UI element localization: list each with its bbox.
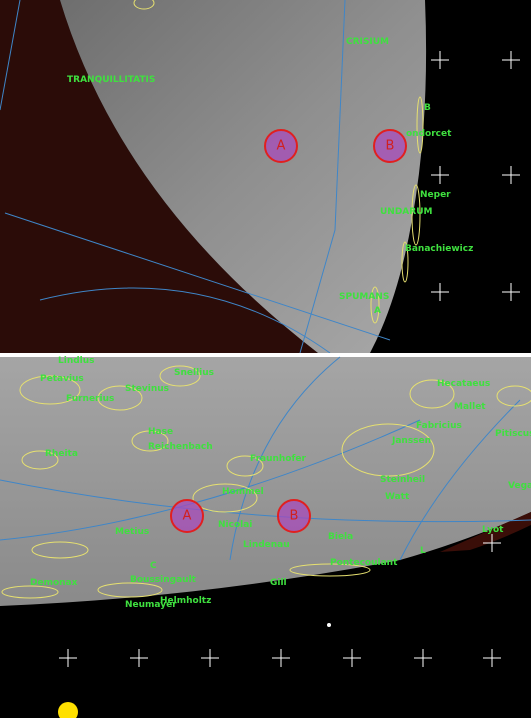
feature-label: CRISIUM bbox=[346, 37, 389, 47]
grid-line bbox=[0, 356, 531, 561]
feature-label: UNDARUM bbox=[380, 207, 433, 217]
feature-label: Vega bbox=[508, 481, 531, 491]
marker-label: A bbox=[277, 139, 286, 154]
feature-label: Boussingault bbox=[130, 575, 197, 585]
crater-outline bbox=[401, 241, 409, 283]
crater-outline bbox=[131, 430, 169, 452]
location-marker bbox=[264, 129, 298, 163]
crater-outline bbox=[289, 563, 371, 577]
crater-outline bbox=[159, 365, 201, 387]
night-side bbox=[440, 512, 531, 552]
crater-outline bbox=[409, 379, 455, 409]
feature-label: Fraunhofer bbox=[250, 454, 307, 464]
crater-outline bbox=[416, 96, 424, 154]
feature-label: Helmholtz bbox=[160, 596, 211, 606]
feature-label: SPUMANS bbox=[339, 292, 389, 302]
bottom-panel: Lindlus Petavius Furnerius Stevinus Snellius… bbox=[0, 356, 531, 718]
feature-label: B bbox=[424, 103, 431, 113]
feature-label: Neper bbox=[420, 190, 451, 200]
feature-label: Reichenbach bbox=[148, 442, 213, 452]
feature-label: Pontecoulant bbox=[330, 558, 398, 568]
marker-label: B bbox=[290, 509, 299, 524]
feature-label: Hase bbox=[148, 427, 173, 437]
marker-label: A bbox=[183, 509, 192, 524]
crater-outline bbox=[341, 423, 435, 477]
moon-surface bbox=[60, 0, 427, 353]
feature-label: Lindenau bbox=[243, 540, 290, 550]
feature-label: L bbox=[420, 546, 426, 556]
feature-label: Snellius bbox=[174, 368, 214, 378]
feature-label: Furnerius bbox=[66, 394, 114, 404]
feature-label: Neumayer bbox=[125, 600, 177, 610]
feature-label: ondorcet bbox=[406, 129, 452, 139]
crater-outline bbox=[97, 385, 143, 411]
feature-label: Pitiscus bbox=[495, 429, 531, 439]
location-marker bbox=[277, 499, 311, 533]
separator bbox=[0, 353, 531, 357]
feature-label: Demonax bbox=[30, 578, 78, 588]
crater-outline bbox=[97, 582, 163, 598]
crater-outline bbox=[21, 450, 59, 470]
feature-label: Mallet bbox=[454, 402, 486, 412]
feature-label: Lindlus bbox=[58, 356, 95, 366]
feature-label: A bbox=[374, 306, 381, 316]
crater-outline bbox=[192, 483, 258, 513]
location-marker bbox=[373, 129, 407, 163]
feature-label: Janssen bbox=[391, 436, 431, 446]
feature-label: TRANQUILLITATIS bbox=[67, 75, 155, 85]
feature-label: Watt bbox=[385, 492, 410, 502]
feature-label: Hecataeus bbox=[437, 379, 490, 389]
feature-label: Lyot bbox=[482, 525, 504, 535]
star bbox=[327, 623, 331, 627]
feature-label: Rheita bbox=[45, 449, 78, 459]
feature-label: Hommel bbox=[222, 487, 264, 497]
marker-label: B bbox=[386, 139, 395, 154]
location-marker bbox=[170, 499, 204, 533]
feature-label: Biela bbox=[328, 532, 353, 542]
sun-marker bbox=[58, 702, 78, 718]
crater-outlines bbox=[1, 365, 531, 599]
feature-label: Nicolai bbox=[218, 520, 252, 530]
crater-outline bbox=[496, 385, 531, 407]
feature-label: Gill bbox=[270, 578, 287, 588]
crater-outline bbox=[1, 585, 59, 599]
feature-label: Petavius bbox=[40, 374, 84, 384]
feature-label: Steinheil bbox=[380, 475, 425, 485]
crater-outline bbox=[133, 0, 155, 10]
feature-label: C bbox=[150, 561, 157, 571]
feature-label: Stevinus bbox=[125, 384, 169, 394]
night-side bbox=[0, 0, 318, 353]
crater-outline bbox=[370, 286, 380, 324]
feature-label: Metius bbox=[115, 527, 149, 537]
crater-outline bbox=[31, 541, 89, 559]
crater-outline bbox=[411, 184, 421, 246]
feature-label: Banachiewicz bbox=[405, 244, 473, 254]
crater-outline bbox=[19, 375, 81, 405]
grid-line bbox=[0, 0, 391, 354]
feature-label: Fabricius bbox=[416, 421, 462, 431]
crater-outline bbox=[226, 455, 264, 477]
